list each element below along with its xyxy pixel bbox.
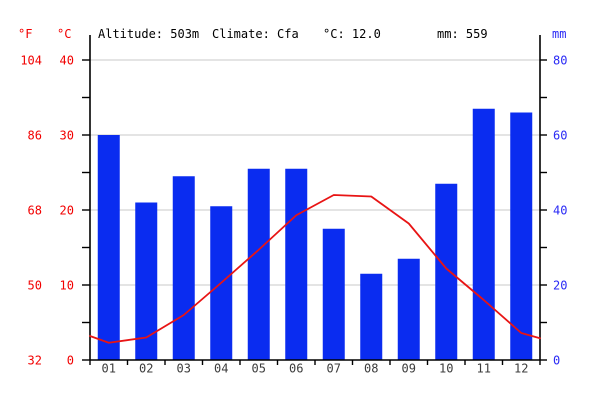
mm-axis-label: 20 <box>553 279 567 293</box>
c-axis-label: 0 <box>67 354 74 368</box>
precip-bar-08 <box>360 273 383 360</box>
precip-bar-12 <box>510 112 533 360</box>
precip-bar-03 <box>172 176 195 360</box>
month-label: 07 <box>327 362 341 376</box>
month-label: 03 <box>177 362 191 376</box>
c-axis-label: 20 <box>60 204 74 218</box>
precip-bar-10 <box>435 183 458 360</box>
precip-bar-07 <box>322 228 345 360</box>
month-label: 01 <box>102 362 116 376</box>
precip-bar-09 <box>397 258 420 360</box>
total-precip-label: mm: 559 <box>437 27 488 41</box>
mm-axis-title: mm <box>552 27 567 41</box>
mean-temp-label: °C: 12.0 <box>323 27 381 41</box>
month-label: 08 <box>364 362 378 376</box>
f-axis-label: 104 <box>20 54 42 68</box>
precip-bar-11 <box>472 108 495 360</box>
f-axis-title: °F <box>18 27 33 41</box>
f-axis-label: 86 <box>28 129 42 143</box>
mm-axis-label: 0 <box>553 354 560 368</box>
precip-bar-05 <box>247 168 270 360</box>
c-axis-title: °C <box>57 27 72 41</box>
temperature-line <box>89 194 541 344</box>
c-axis-label: 30 <box>60 129 74 143</box>
c-axis-label: 40 <box>60 54 74 68</box>
mm-axis-label: 40 <box>553 204 567 218</box>
month-label: 10 <box>439 362 453 376</box>
f-axis-label: 32 <box>28 354 42 368</box>
f-axis-label: 50 <box>28 279 42 293</box>
month-label: 02 <box>139 362 153 376</box>
month-label: 06 <box>289 362 303 376</box>
altitude-label: Altitude: 503m <box>98 27 200 41</box>
month-label: 05 <box>252 362 266 376</box>
c-axis-label: 10 <box>60 279 74 293</box>
month-label: 11 <box>477 362 491 376</box>
precip-bar-01 <box>97 135 120 360</box>
precip-bar-06 <box>285 168 308 360</box>
mm-axis-label: 80 <box>553 54 567 68</box>
month-label: 09 <box>402 362 416 376</box>
precip-bar-02 <box>135 202 158 360</box>
month-label: 12 <box>514 362 528 376</box>
mm-axis-label: 60 <box>553 129 567 143</box>
climate-class-label: Climate: Cfa <box>212 27 299 41</box>
f-axis-label: 68 <box>28 204 42 218</box>
month-label: 04 <box>214 362 228 376</box>
